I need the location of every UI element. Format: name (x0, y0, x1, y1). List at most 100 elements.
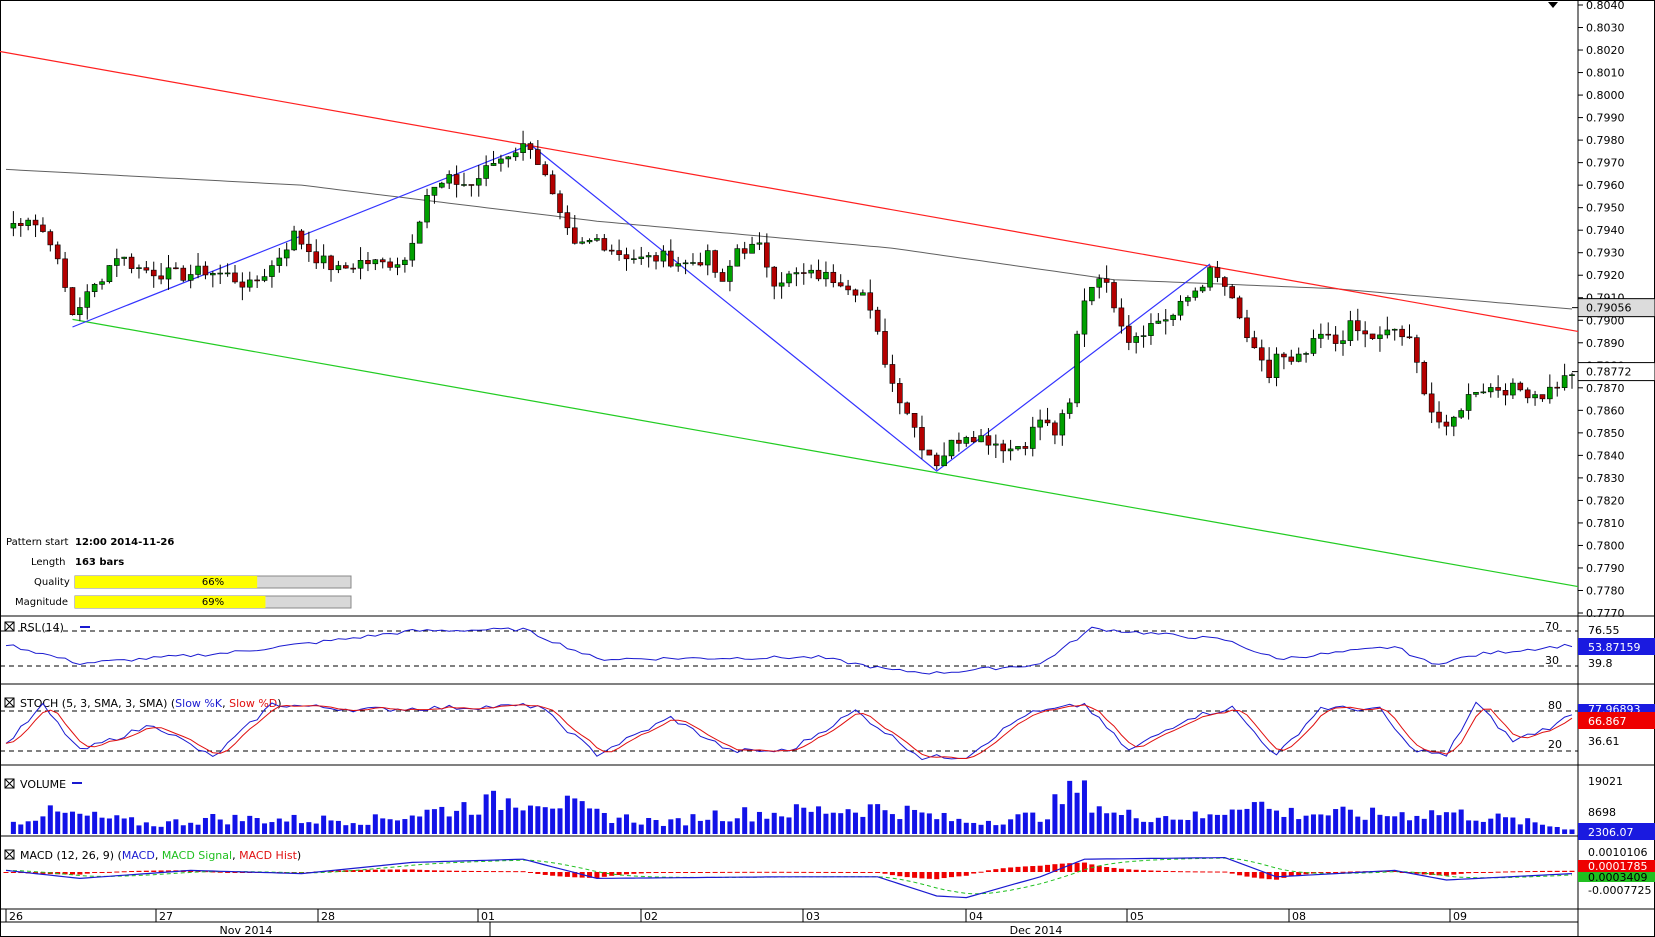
candle-up (586, 239, 593, 243)
macd-hist-bar (660, 872, 666, 873)
volume-bar (912, 809, 918, 834)
volume-bar (1362, 819, 1368, 834)
macd-hist-bar (572, 872, 578, 878)
macd-panel: MACD (12, 26, 9) (MACD, MACD Signal, MAC… (3, 846, 1655, 899)
macd-hist-bar (786, 871, 792, 873)
candle-down (239, 281, 246, 288)
macd-hist-bar (616, 872, 622, 876)
volume-bar (402, 819, 408, 834)
candle-up (431, 186, 438, 196)
macd-hist-bar (934, 872, 940, 880)
macd-hist-bar (3, 872, 9, 873)
volume-bar (1155, 817, 1161, 834)
candle-down (1369, 333, 1376, 339)
stoch-close-icon[interactable] (4, 697, 15, 708)
candle-down (527, 143, 534, 150)
macd-hist-bar (1466, 872, 1472, 874)
macd-hist-bar (491, 871, 497, 873)
candle-up (276, 257, 283, 266)
candle-up (372, 259, 379, 265)
macd-hist-bar (697, 872, 703, 873)
candle-up (461, 184, 467, 186)
candle-up (394, 264, 401, 268)
volume-close-icon[interactable] (4, 778, 15, 789)
candle-up (1059, 413, 1066, 436)
macd-title: MACD (12, 26, 9) (MACD, MACD Signal, MAC… (20, 849, 301, 862)
macd-hist-bar (1222, 871, 1228, 873)
candle-down (697, 262, 704, 266)
macd-hist-bar (424, 870, 430, 872)
candle-down (601, 238, 608, 251)
candle-down (342, 265, 349, 269)
candle-up (1377, 334, 1383, 339)
candle-up (335, 265, 342, 271)
macd-hist-bar (550, 872, 556, 876)
candle-down (719, 272, 726, 282)
volume-bar (505, 798, 511, 834)
last-price-text: 0.78772 (1586, 366, 1632, 379)
macd-hist-bar (417, 869, 423, 872)
day-label: 26 (9, 910, 23, 923)
macd-hist-bar (1340, 871, 1346, 873)
macd-hist-bar (505, 871, 511, 873)
candle-up (682, 262, 689, 265)
volume-bar (491, 790, 497, 834)
candle-up (475, 178, 482, 186)
macd-hist-bar (675, 872, 681, 873)
volume-bar (587, 808, 593, 834)
candle-up (291, 230, 297, 251)
volume-bar (1266, 808, 1272, 834)
chevron-down-icon[interactable] (1548, 2, 1558, 8)
volume-bar (446, 816, 452, 834)
macd-hist-bar (1384, 870, 1390, 872)
resistance-line (0, 50, 1579, 333)
macd-close-icon[interactable] (4, 849, 15, 860)
volume-bar (498, 810, 504, 834)
macd-hist-bar (793, 871, 799, 873)
volume-bar (1547, 826, 1553, 834)
macd-value-text: 0.0003409 (1588, 871, 1648, 884)
price-value-boxes: 0.79056 0.78772 (1572, 298, 1655, 382)
candle-up (505, 156, 512, 160)
volume-bar (1310, 814, 1316, 834)
candle-down (1495, 387, 1501, 391)
volume-bar (897, 819, 903, 834)
macd-hist-bar (239, 872, 245, 873)
macd-hist-bar (1399, 872, 1405, 873)
volume-bar (609, 822, 615, 834)
rsi-line (5, 626, 1573, 675)
candle-up (1066, 402, 1073, 414)
volume-bar (439, 806, 445, 834)
candle-down (1332, 334, 1339, 344)
price-tick-label: 0.7920 (1586, 269, 1625, 282)
volume-bar (372, 814, 378, 834)
volume-bar (1222, 814, 1228, 834)
volume-bar (985, 820, 991, 834)
length-value: 163 bars (75, 557, 124, 568)
macd-hist-bar (1429, 872, 1435, 875)
price-tick-label: 0.7980 (1586, 134, 1625, 147)
candle-up (734, 248, 741, 267)
volume-bar (904, 805, 910, 834)
volume-bar (1200, 818, 1206, 834)
macd-hist-bar (926, 872, 932, 879)
volume-bar (867, 804, 873, 834)
candle-down (1111, 282, 1117, 309)
volume-bar (816, 806, 822, 834)
candle-up (1148, 323, 1154, 336)
volume-bar (764, 818, 770, 834)
macd-hist-bar (623, 872, 629, 875)
candle-down (232, 272, 238, 283)
volume-bar (1473, 820, 1479, 834)
macd-hist-bar (816, 871, 822, 873)
candle-down (874, 309, 881, 332)
candle-up (860, 292, 866, 296)
volume-bar (1480, 821, 1486, 834)
volume-bar (1178, 819, 1183, 834)
candle-up (594, 238, 600, 241)
candle-down (1118, 307, 1125, 327)
volume-bar (136, 825, 142, 834)
candle-up (1081, 300, 1088, 335)
macd-hist-bar (62, 872, 68, 875)
